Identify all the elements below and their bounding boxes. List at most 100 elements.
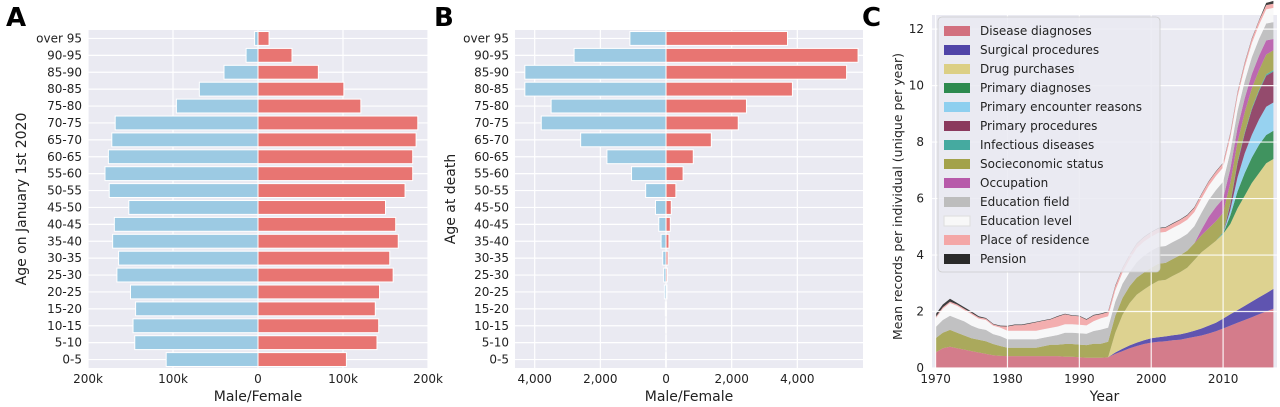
bar-female <box>257 352 347 367</box>
bar-male <box>107 149 259 165</box>
bar-male <box>111 132 259 148</box>
legend-label: Education field <box>980 195 1069 209</box>
y-tick-label: 50-55 <box>47 184 82 198</box>
bar-male <box>175 98 259 114</box>
bar-female <box>665 284 668 300</box>
bar-male <box>223 64 259 80</box>
bar-male <box>540 115 667 131</box>
panel-c-y-axis-label: Mean records per individual (unique per … <box>890 53 905 340</box>
panel-c-legend: Disease diagnoses Surgical procedures Drug… <box>937 16 1161 273</box>
bar-female <box>257 301 376 317</box>
bar-female <box>257 183 406 198</box>
bar-male <box>660 233 667 249</box>
panel-a-ticks: 200k 100k 0 100k 200k 0-5 5-10 10-15 15-20 20-25 2… <box>36 31 443 386</box>
legend-swatch <box>944 159 970 169</box>
y-tick-label: 0 <box>916 361 924 375</box>
panel-c-stacked-area-chart: 1970 1980 1990 2000 2010 0 2 4 6 8 10 12 Disease di… <box>890 0 1277 405</box>
bar-male <box>116 267 259 283</box>
bar-male <box>606 149 667 165</box>
x-tick-label: 1980 <box>992 372 1023 386</box>
y-tick-label: 85-90 <box>47 65 82 79</box>
bar-female <box>665 183 677 198</box>
bar-female <box>257 81 345 97</box>
bar-male <box>165 352 259 367</box>
y-tick-label: 35-40 <box>47 234 82 248</box>
y-tick-label: 2 <box>916 305 924 319</box>
y-tick-label: 50-55 <box>474 184 509 198</box>
legend-swatch <box>944 121 970 131</box>
y-tick-label: 5-10 <box>482 336 509 350</box>
bar-male <box>629 31 667 46</box>
y-tick-label: 15-20 <box>474 302 509 316</box>
bar-male <box>645 183 667 198</box>
y-tick-label: 45-50 <box>47 200 82 214</box>
y-tick-label: 65-70 <box>47 133 82 147</box>
bar-female <box>665 200 672 215</box>
y-tick-label: 10-15 <box>474 319 509 333</box>
bar-female <box>665 31 788 46</box>
bar-male <box>128 200 259 215</box>
legend-label: Primary encounter reasons <box>980 100 1142 114</box>
x-tick-label: 2010 <box>1208 372 1239 386</box>
y-tick-label: 20-25 <box>47 285 82 299</box>
y-tick-label: 8 <box>916 135 924 149</box>
bar-female <box>257 47 293 63</box>
bar-male <box>655 200 667 215</box>
legend-label: Disease diagnoses <box>980 24 1092 38</box>
bar-female <box>257 267 394 283</box>
legend-swatch <box>944 197 970 207</box>
panel-a-y-axis-label: Age on January 1st 2020 <box>14 113 30 286</box>
y-tick-label: 10 <box>909 79 924 93</box>
x-tick-label: 200k <box>413 372 443 386</box>
bar-female <box>665 250 669 266</box>
bar-female <box>257 200 386 215</box>
y-tick-label: over 95 <box>463 31 509 45</box>
bar-female <box>665 115 739 131</box>
bar-female <box>257 250 391 266</box>
legend-box <box>937 16 1161 273</box>
bar-male <box>550 98 667 114</box>
bar-male <box>524 81 667 97</box>
y-tick-label: 5-10 <box>55 336 82 350</box>
y-tick-label: 45-50 <box>474 200 509 214</box>
bar-male <box>104 166 259 182</box>
bar-male <box>135 301 259 317</box>
panel-a-pyramid-chart: 200k 100k 0 100k 200k 0-5 5-10 10-15 15-20 20-25 2… <box>14 30 443 405</box>
bar-male <box>524 64 667 80</box>
bar-female <box>257 166 414 182</box>
bar-female <box>665 166 684 182</box>
x-tick-label: 2,000 <box>714 372 748 386</box>
bar-female <box>257 284 381 300</box>
panel-b-plot-area <box>515 30 863 368</box>
y-tick-label: 65-70 <box>474 133 509 147</box>
x-tick-label: 2000 <box>1136 372 1167 386</box>
bar-male <box>631 166 667 182</box>
legend-label: Socieconomic status <box>980 157 1103 171</box>
x-tick-label: 4,000 <box>518 372 552 386</box>
legend-swatch <box>943 215 971 227</box>
y-tick-label: 40-45 <box>47 217 82 231</box>
x-tick-label: 2,000 <box>583 372 617 386</box>
y-tick-label: 12 <box>909 22 924 36</box>
bar-female <box>257 149 414 165</box>
y-tick-label: 80-85 <box>474 82 509 96</box>
bar-female <box>665 64 848 80</box>
x-tick-label: 1990 <box>1064 372 1095 386</box>
bar-female <box>665 98 747 114</box>
bar-female <box>257 216 397 232</box>
x-tick-label: 100k <box>328 372 358 386</box>
legend-label: Occupation <box>980 176 1048 190</box>
panel-c-x-axis-label: Year <box>1089 389 1120 405</box>
y-tick-label: 10-15 <box>47 319 82 333</box>
y-tick-label: 90-95 <box>474 48 509 62</box>
bar-male <box>658 216 667 232</box>
legend-label: Drug purchases <box>980 62 1075 76</box>
legend-swatch <box>944 178 970 188</box>
y-tick-label: 90-95 <box>47 48 82 62</box>
y-tick-label: 80-85 <box>47 82 82 96</box>
y-tick-label: 70-75 <box>474 116 509 130</box>
y-tick-label: 6 <box>916 192 924 206</box>
y-tick-label: 30-35 <box>47 251 82 265</box>
y-tick-label: 60-65 <box>474 150 509 164</box>
y-tick-label: 25-30 <box>47 268 82 282</box>
